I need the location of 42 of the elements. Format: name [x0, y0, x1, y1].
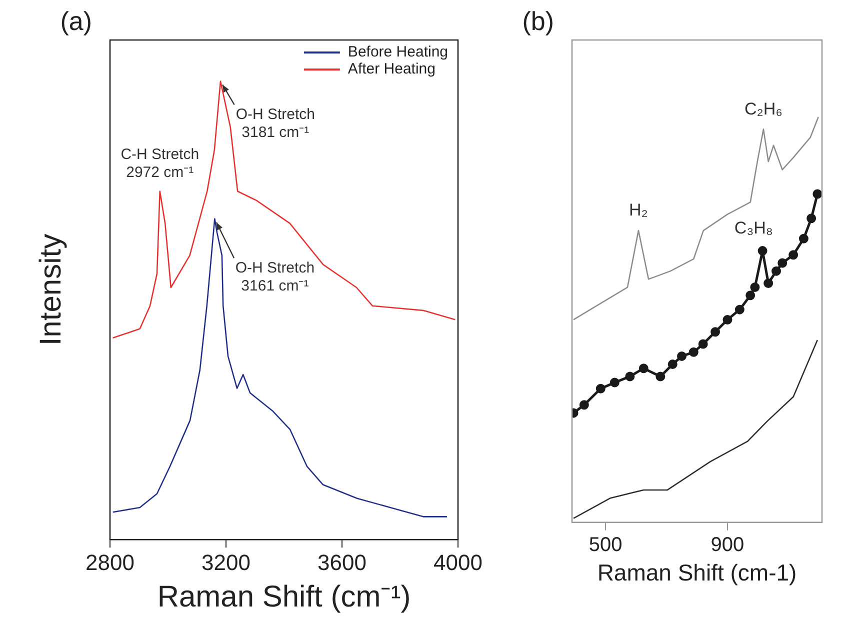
annotation: O-H Stretch 3181 cm⁻¹ [236, 106, 316, 141]
point [625, 372, 635, 382]
point [778, 258, 788, 268]
legend-label: Before Heating [348, 44, 448, 61]
point [788, 250, 798, 260]
point [710, 327, 720, 337]
y-axis-title: Intensity [34, 234, 68, 346]
point [812, 189, 822, 199]
x-axis-title: Raman Shift (cm⁻¹) [157, 580, 411, 614]
point [746, 290, 756, 300]
chart-title: (a) [60, 6, 92, 36]
point [688, 347, 698, 357]
x-axis-title: Raman Shift (cm-1) [597, 560, 797, 586]
chart-title: (b) [522, 6, 554, 36]
point [677, 351, 687, 361]
point [638, 364, 648, 374]
x-tick-label: 2800 [86, 550, 134, 575]
annotation: H₂ [629, 200, 648, 220]
annotation: C-H Stretch 2972 cm⁻¹ [120, 146, 200, 181]
x-tick-label: 500 [588, 534, 622, 556]
x-tick-label: 3600 [318, 550, 366, 575]
x-tick-label: 900 [710, 534, 744, 556]
point [798, 234, 808, 244]
point [758, 246, 768, 256]
point [656, 372, 666, 382]
x-tick-label: 3200 [202, 550, 250, 575]
point [579, 400, 589, 410]
x-tick-label: 4000 [434, 550, 482, 575]
point [750, 282, 760, 292]
point [722, 314, 732, 324]
annotation: C₂H₆ [744, 99, 782, 118]
point [596, 384, 606, 394]
point [734, 304, 744, 314]
point [806, 214, 816, 224]
point [764, 278, 774, 288]
point [772, 266, 782, 276]
legend-label: After Heating [348, 60, 436, 78]
annotation: O-H Stretch 3161 cm⁻¹ [235, 259, 315, 294]
point [668, 360, 678, 370]
annotation: C₃H₈ [734, 218, 773, 238]
point [698, 339, 708, 349]
point [610, 378, 620, 388]
